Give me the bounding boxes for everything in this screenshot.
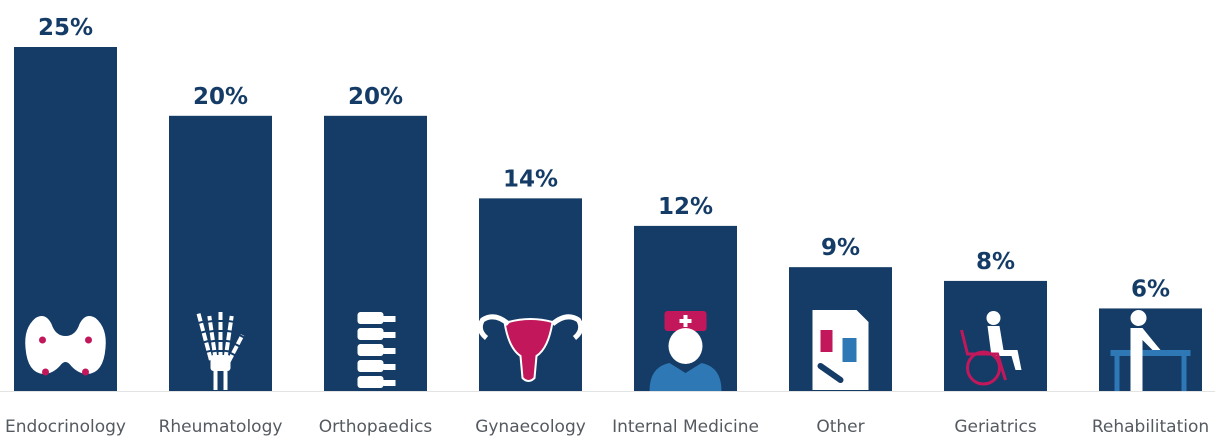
x-tick-label: Rehabilitation	[1092, 417, 1209, 436]
x-tick-label: Other	[816, 417, 864, 436]
icon-palm	[211, 355, 231, 371]
icon-leg	[1182, 356, 1187, 391]
bar	[634, 226, 737, 391]
icon-head	[669, 328, 703, 364]
icon-head	[987, 311, 1001, 325]
icon-leg	[1115, 356, 1120, 391]
icon-process	[384, 348, 396, 354]
icon-vertebra	[358, 328, 384, 340]
x-tick-label: Rheumatology	[159, 417, 283, 436]
x-tick-label: Geriatrics	[954, 417, 1036, 436]
value-label: 20%	[193, 84, 248, 110]
icon-process	[384, 316, 396, 322]
value-label: 14%	[503, 166, 558, 192]
icon-dot	[42, 369, 49, 376]
icon-vertebra	[358, 376, 384, 388]
value-label: 25%	[38, 15, 93, 41]
icon-vertebra	[358, 360, 384, 372]
icon-vertebra	[358, 344, 384, 356]
icon-fig	[821, 330, 833, 352]
x-tick-label: Internal Medicine	[612, 417, 759, 436]
x-tick-label: Gynaecology	[475, 417, 586, 436]
chart: 25% Endocrinology 20% Rheumatology 20% Orthop…	[0, 0, 1215, 436]
value-label: 12%	[658, 194, 713, 220]
icon-dot	[82, 369, 89, 376]
value-label: 8%	[976, 249, 1015, 275]
icon-process	[384, 380, 396, 386]
icon-dot	[39, 337, 46, 344]
bar	[1099, 308, 1202, 391]
icon-dot	[85, 337, 92, 344]
icon-table	[1111, 350, 1191, 356]
icon-vertebra	[358, 312, 384, 324]
value-label: 6%	[1131, 276, 1170, 302]
value-label: 20%	[348, 84, 403, 110]
icon-process	[384, 364, 396, 370]
x-tick-label: Orthopaedics	[319, 417, 433, 436]
icon	[813, 310, 869, 390]
icon-head	[1131, 310, 1147, 326]
icon-process	[384, 332, 396, 338]
x-tick-label: Endocrinology	[5, 417, 126, 436]
value-label: 9%	[821, 235, 860, 261]
icon-fig	[843, 338, 857, 362]
